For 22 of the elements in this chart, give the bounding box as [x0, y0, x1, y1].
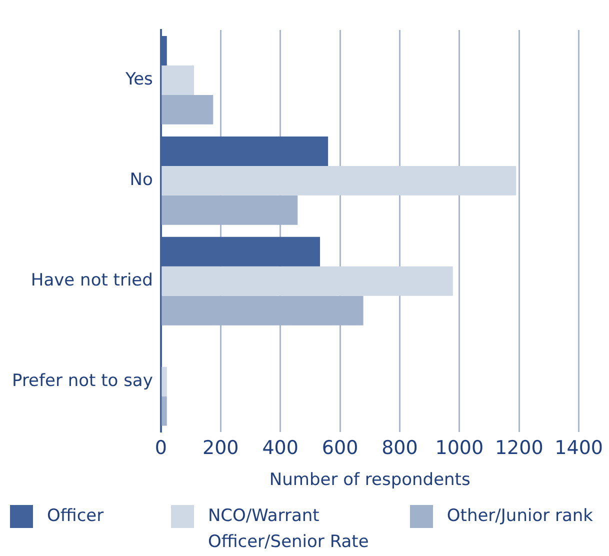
- x-tick-label: 600: [322, 437, 358, 460]
- y-tick-label: No: [130, 170, 153, 190]
- bar: [162, 396, 167, 426]
- y-tick-label: Prefer not to say: [12, 370, 153, 391]
- x-tick-label: 1000: [435, 437, 484, 460]
- y-tick-label: Yes: [124, 70, 154, 90]
- legend-label: Officer: [47, 505, 104, 528]
- x-tick-label: 400: [262, 437, 298, 460]
- x-tick-label: 800: [382, 437, 418, 460]
- bar: [162, 65, 194, 95]
- bar: [162, 166, 516, 196]
- bar: [162, 366, 167, 396]
- legend-label: Other/Junior rank: [446, 505, 594, 528]
- x-tick-label: 200: [202, 437, 239, 460]
- x-tick-label: 1200: [494, 437, 544, 460]
- y-tick-label: Have not tried: [30, 270, 153, 291]
- x-tick-label: 1400: [554, 437, 604, 460]
- x-tick-label: 0: [154, 437, 167, 460]
- bar: [162, 94, 214, 124]
- x-axis-title: Number of respondents: [269, 470, 470, 490]
- bar: [162, 266, 453, 296]
- legend-label: NCO/Warrant Officer/Senior Rate: [208, 505, 370, 554]
